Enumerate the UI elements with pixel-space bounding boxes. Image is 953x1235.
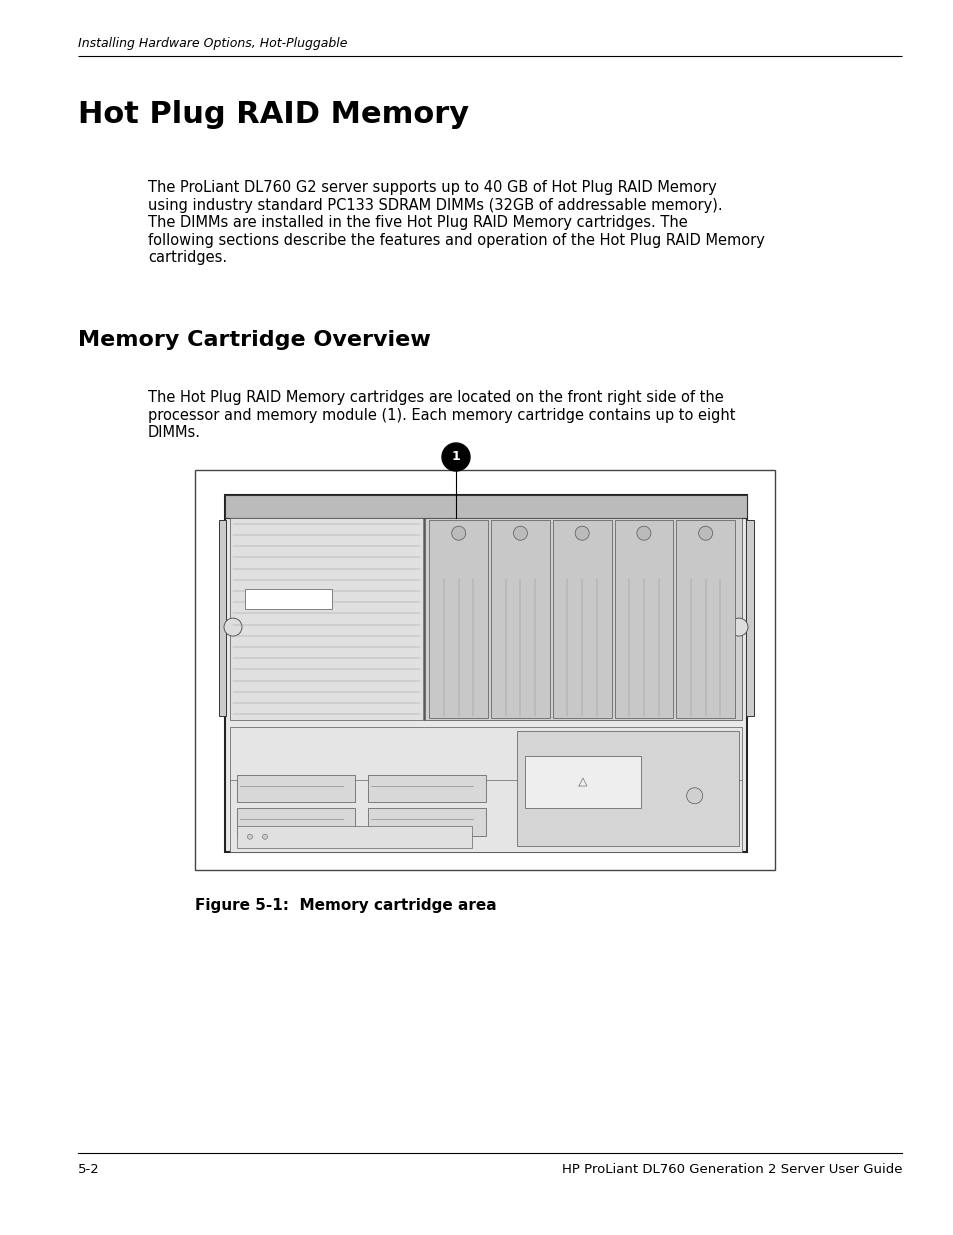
Circle shape [262, 835, 267, 840]
Bar [194, 471, 774, 869]
Text: Installing Hardware Options, Hot-Pluggable: Installing Hardware Options, Hot-Pluggab… [78, 37, 347, 49]
Bar [245, 589, 332, 609]
Bar [425, 519, 741, 720]
Circle shape [686, 788, 702, 804]
Bar [236, 825, 472, 848]
Circle shape [513, 526, 527, 540]
Bar [614, 520, 673, 718]
Bar [525, 756, 639, 808]
Circle shape [575, 526, 589, 540]
Bar [236, 808, 355, 836]
Bar [676, 520, 734, 718]
Bar [367, 774, 485, 802]
Text: Memory Cartridge Overview: Memory Cartridge Overview [78, 330, 431, 350]
Bar [225, 495, 746, 519]
Bar [745, 520, 753, 716]
Text: DIMMs.: DIMMs. [148, 425, 201, 440]
Bar [218, 520, 226, 716]
Text: 1: 1 [451, 451, 460, 463]
Bar [367, 808, 485, 836]
Text: The DIMMs are installed in the five Hot Plug RAID Memory cartridges. The: The DIMMs are installed in the five Hot … [148, 215, 687, 230]
Circle shape [729, 618, 747, 636]
Bar [517, 731, 739, 846]
Text: using industry standard PC133 SDRAM DIMMs (32GB of addressable memory).: using industry standard PC133 SDRAM DIMM… [148, 198, 721, 212]
Circle shape [452, 526, 465, 540]
Text: following sections describe the features and operation of the Hot Plug RAID Memo: following sections describe the features… [148, 232, 764, 247]
Bar [552, 520, 611, 718]
Text: Hot Plug RAID Memory: Hot Plug RAID Memory [78, 100, 469, 128]
Circle shape [247, 835, 253, 840]
Bar [225, 495, 746, 852]
Text: HP ProLiant DL760 Generation 2 Server User Guide: HP ProLiant DL760 Generation 2 Server Us… [561, 1163, 901, 1176]
Circle shape [441, 443, 470, 471]
Text: Figure 5-1:  Memory cartridge area: Figure 5-1: Memory cartridge area [194, 898, 497, 913]
Text: The Hot Plug RAID Memory cartridges are located on the front right side of the: The Hot Plug RAID Memory cartridges are … [148, 390, 723, 405]
Circle shape [698, 526, 712, 540]
Bar [491, 520, 549, 718]
Text: cartridges.: cartridges. [148, 249, 227, 266]
Circle shape [637, 526, 650, 540]
Bar [236, 774, 355, 802]
Text: processor and memory module (1). Each memory cartridge contains up to eight: processor and memory module (1). Each me… [148, 408, 735, 422]
Text: The ProLiant DL760 G2 server supports up to 40 GB of Hot Plug RAID Memory: The ProLiant DL760 G2 server supports up… [148, 180, 716, 195]
Bar [230, 519, 423, 720]
Circle shape [224, 618, 242, 636]
Bar [230, 727, 741, 852]
Bar [429, 520, 488, 718]
Text: 5-2: 5-2 [78, 1163, 100, 1176]
